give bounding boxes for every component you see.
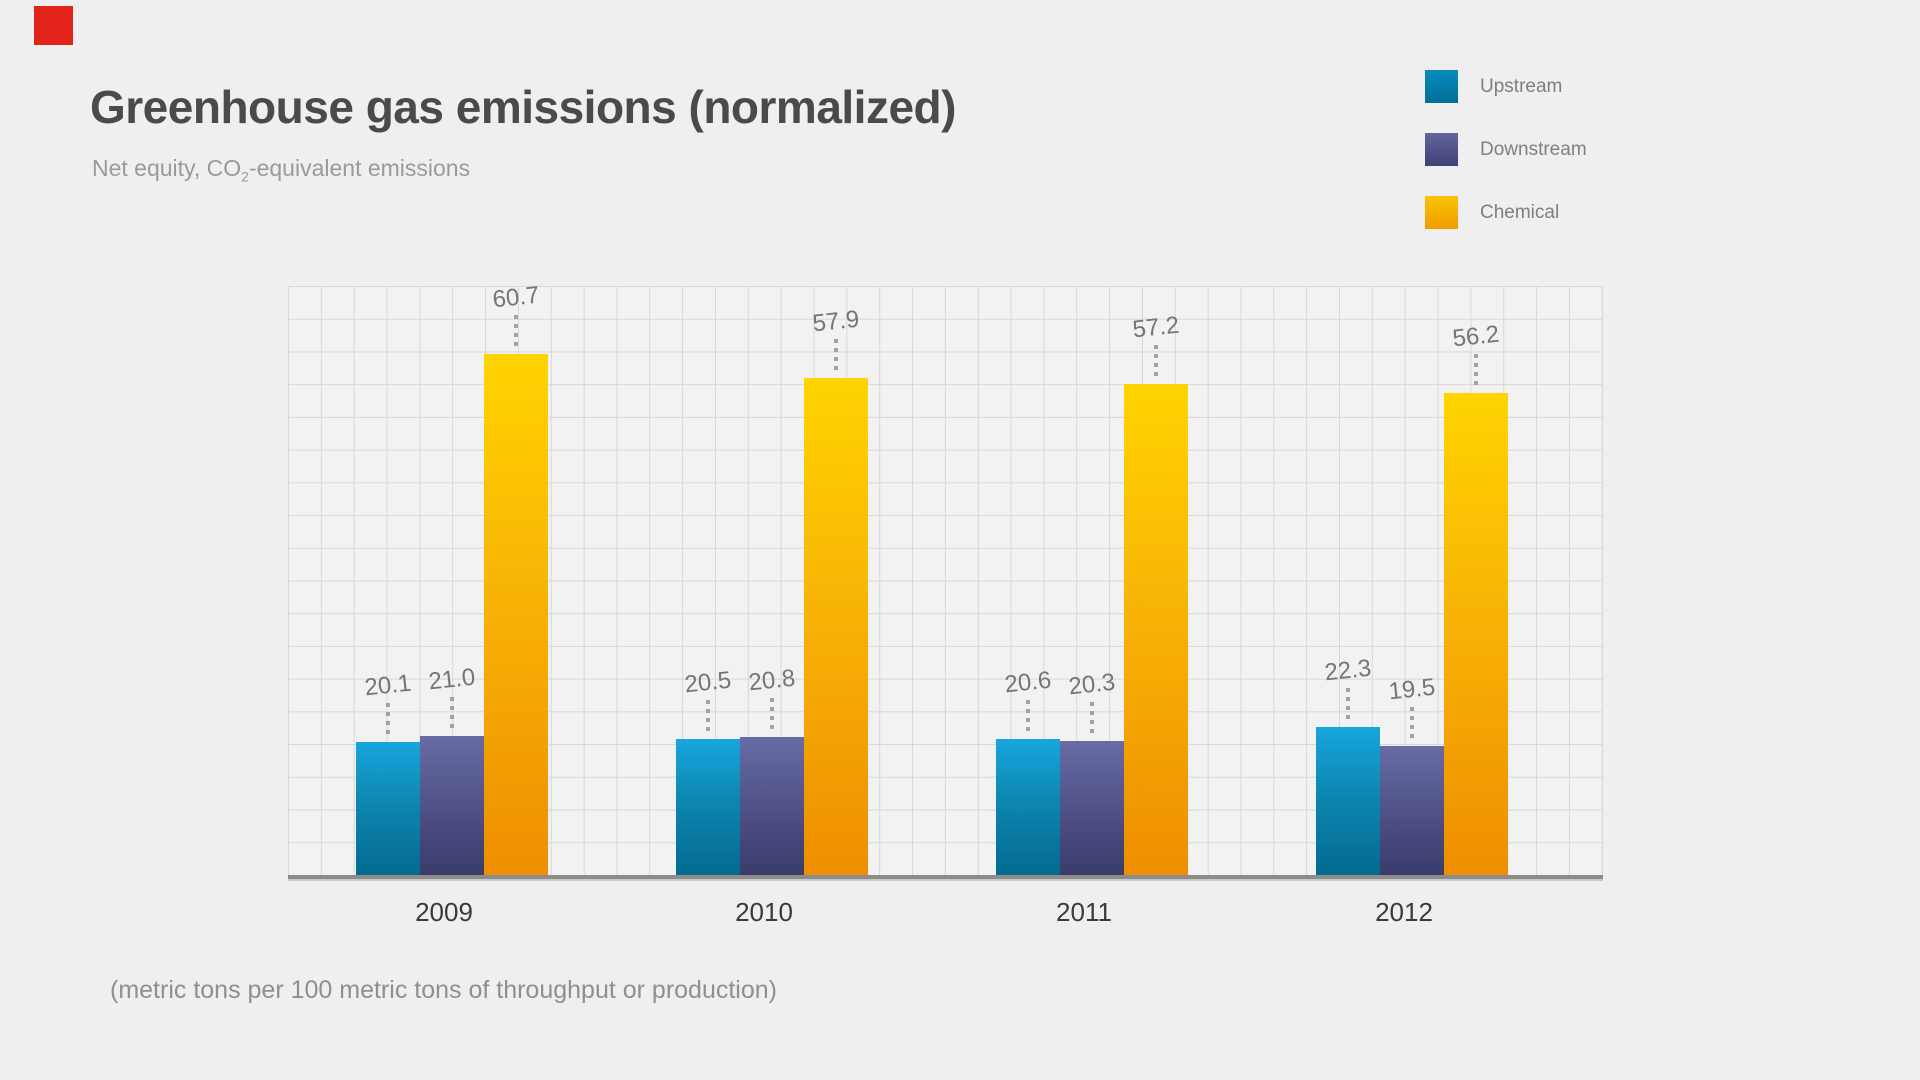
page-title: Greenhouse gas emissions (normalized) [90,81,956,133]
legend-swatch-chemical [1425,196,1458,229]
bar-upstream-2009 [356,742,420,875]
value-label-chemical-2011: 57.2 [1131,311,1181,344]
bar-upstream-2011 [996,739,1060,875]
value-label-chemical-2009: 60.7 [491,281,541,314]
footnote: (metric tons per 100 metric tons of thro… [110,976,777,1004]
value-leader-dots [1026,700,1030,734]
x-tick-2010: 2010 [735,897,793,927]
value-label-chemical-2010: 57.9 [811,305,861,338]
bar-chemical-2010 [804,378,868,875]
legend-item-downstream: Downstream [1425,133,1587,166]
value-leader-dots [1154,345,1158,379]
legend-label-upstream: Upstream [1480,75,1563,97]
bar-downstream-2011 [1060,741,1124,875]
legend: Upstream Downstream Chemical [1425,70,1587,259]
bar-chemical-2009 [484,354,548,875]
legend-item-upstream: Upstream [1425,70,1587,103]
legend-swatch-downstream [1425,133,1458,166]
legend-label-downstream: Downstream [1480,138,1587,160]
value-leader-dots [386,703,390,737]
red-marker-square [34,6,73,45]
bar-chemical-2012 [1444,393,1508,875]
value-leader-dots [1346,688,1350,722]
value-leader-dots [706,700,710,734]
legend-swatch-upstream [1425,70,1458,103]
value-leader-dots [770,698,774,732]
value-leader-dots [1090,702,1094,736]
subtitle-subscript: 2 [241,168,249,185]
subtitle-text-suffix: -equivalent emissions [248,155,471,181]
chart-subtitle: Net equity, CO2-equivalent emissions [92,155,471,185]
value-leader-dots [514,315,518,349]
legend-label-chemical: Chemical [1480,201,1560,223]
legend-item-chemical: Chemical [1425,196,1587,229]
bar-chemical-2011 [1124,384,1188,875]
value-leader-dots [1474,354,1478,388]
value-leader-dots [1410,707,1414,741]
bar-upstream-2010 [676,739,740,875]
value-leader-dots [450,697,454,731]
bar-downstream-2009 [420,736,484,875]
value-label-chemical-2012: 56.2 [1451,320,1501,353]
x-axis-line [288,875,1603,879]
bar-downstream-2010 [740,737,804,875]
value-leader-dots [834,339,838,373]
x-tick-2009: 2009 [415,897,473,927]
subtitle-text: Net equity, CO [92,155,242,181]
bar-upstream-2012 [1316,727,1380,875]
x-tick-2012: 2012 [1375,897,1433,927]
plot-area: 20.1 20.5 20.6 22.3 21.0 20.8 20.3 19.5 60.7 57.9… [288,282,1603,875]
x-tick-2011: 2011 [1056,897,1112,927]
bar-downstream-2012 [1380,746,1444,875]
